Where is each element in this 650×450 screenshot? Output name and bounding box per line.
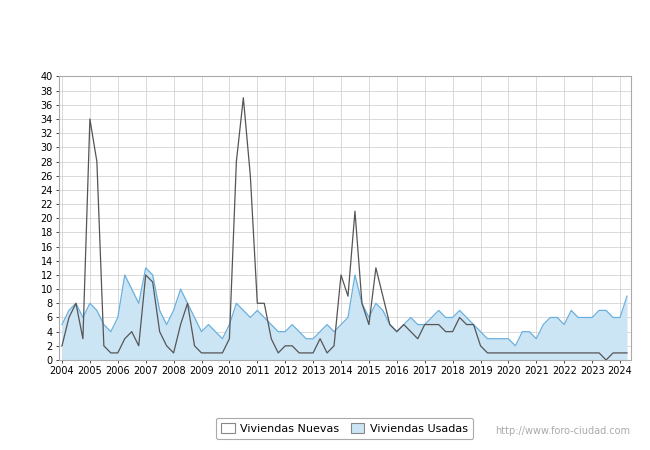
Legend: Viviendas Nuevas, Viviendas Usadas: Viviendas Nuevas, Viviendas Usadas: [216, 418, 473, 440]
Text: Toreno - Evolucion del Nº de Transacciones Inmobiliarias: Toreno - Evolucion del Nº de Transaccion…: [119, 13, 531, 28]
Text: http://www.foro-ciudad.com: http://www.foro-ciudad.com: [495, 427, 630, 436]
